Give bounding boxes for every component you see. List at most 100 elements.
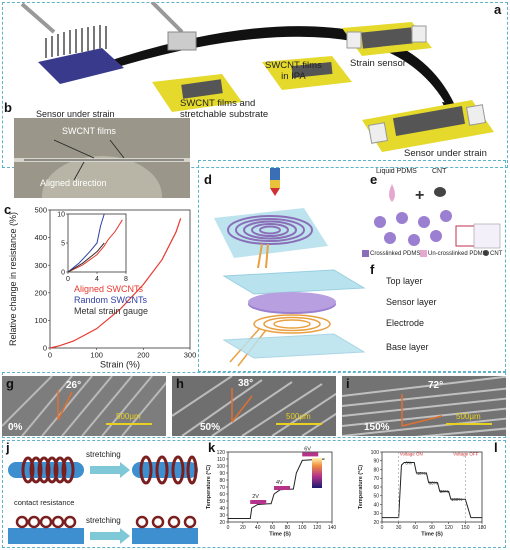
x-tick-label: 0 <box>48 351 52 360</box>
y-tick-label: 80 <box>219 478 225 484</box>
layer-sensor: Sensor layer <box>386 297 437 307</box>
y-tick-label: 30 <box>373 511 379 517</box>
heater-bar <box>302 452 319 457</box>
heater-bar <box>250 500 267 504</box>
panel-g-label: g <box>6 376 14 391</box>
legend-crosslinked-pdms: Crosslinked PDMS <box>370 251 421 257</box>
sem-image-g: g 26° 0% 500μm <box>2 376 166 436</box>
panel-b-aligned: Aligned direction <box>40 178 107 188</box>
annotation-label: 100% <box>451 497 463 502</box>
caption-strain-sensor: Strain sensor <box>350 58 406 69</box>
x-tick-label: 120 <box>313 525 322 531</box>
caption-films-substrate: SWCNT films and stretchable substrate <box>180 98 268 120</box>
y-axis-label: Temperature (°C) <box>206 465 212 509</box>
panel-j-contact: contact resistance <box>14 498 75 507</box>
panel-d-label: d <box>204 172 212 187</box>
layer-electrode: Electrode <box>386 318 425 328</box>
panel-d-illustration <box>214 168 328 268</box>
annotation-label: 80% <box>440 489 449 494</box>
series-line <box>67 242 105 273</box>
sem-h-fibers <box>172 376 336 436</box>
panel-j-stretch-bottom: stretching <box>86 516 121 525</box>
panel-e-liquid-pdms: Liquid PDMS <box>376 168 417 175</box>
panel-f-label: f <box>370 262 375 277</box>
chart-k: 0 20 40 60 80 100 120 1402030405060708090100110… <box>206 446 336 538</box>
panel-b-label: b <box>4 100 12 115</box>
x-tick-label: 100 <box>90 351 103 360</box>
y-tick-label: 50 <box>219 499 225 505</box>
y-tick-label: 100 <box>217 464 226 470</box>
plot-frame <box>49 209 191 349</box>
x-tick-label: 4 <box>95 276 99 283</box>
y-tick-label: 0 <box>43 344 47 353</box>
sem-image-h: h 38° 50% 500μm <box>172 376 336 436</box>
annotation-label: 2V <box>252 494 259 500</box>
sem-g-angle: 26° <box>66 380 82 391</box>
sem-i-fibers <box>342 376 506 436</box>
y-tick-label: 20 <box>373 520 379 526</box>
y-tick-label: 110 <box>217 457 225 463</box>
panel-jkl-frame <box>2 440 506 548</box>
y-tick-label: 0 <box>61 269 65 276</box>
panel-f-illustration <box>222 269 366 367</box>
plot-frame <box>381 451 483 523</box>
x-tick-label: 0 <box>66 276 70 283</box>
x-tick-label: 20 <box>240 525 246 531</box>
sem-i-angle: 72° <box>428 380 444 391</box>
x-axis-label: Time (S) <box>269 532 291 538</box>
annotation-label: 40% <box>416 471 425 476</box>
panel-j-label: j <box>6 440 10 455</box>
x-tick-label: 90 <box>429 525 435 531</box>
sem-h-scale: 500μm <box>286 412 311 421</box>
panel-a-frame <box>2 2 508 168</box>
sem-i-scale: 500μm <box>456 412 481 421</box>
x-tick-label: 120 <box>444 525 453 531</box>
caption-films-ipa: SWCNT films in IPA <box>265 60 322 82</box>
caption-films-substrate-line2: stretchable substrate <box>180 109 269 120</box>
panel-h-label: h <box>176 376 184 391</box>
x-axis-label: Strain (%) <box>100 359 140 369</box>
legend-cnt: CNT <box>490 251 503 257</box>
legend-entry: Aligned SWCNTs <box>74 284 144 294</box>
y-tick-label: 60 <box>373 485 379 491</box>
annotation-label: 6V <box>304 446 311 452</box>
y-tick-label: 90 <box>219 471 225 477</box>
y-tick-label: 100 <box>34 316 47 325</box>
y-tick-label: 60 <box>219 492 225 498</box>
heater-bar <box>274 486 290 490</box>
caption-films-ipa-line2: in IPA <box>281 71 306 82</box>
x-tick-label: 60 <box>413 525 419 531</box>
sem-h-strain: 50% <box>200 422 221 433</box>
panel-b-films: SWCNT films <box>62 126 116 136</box>
panel-k-label: k <box>208 440 216 455</box>
sem-g-scale: 500μm <box>116 412 141 421</box>
panel-a-label: a <box>494 2 502 17</box>
x-tick-label: 80 <box>285 525 291 531</box>
y-tick-label: 40 <box>219 506 225 512</box>
annotation-label: Voltage OFF <box>453 452 479 457</box>
x-tick-label: 100 <box>298 525 307 531</box>
y-tick-label: 80 <box>373 467 379 473</box>
annotation-label: 0% <box>405 460 412 465</box>
y-tick-label: 20 <box>219 520 225 526</box>
caption-films-substrate-line1: SWCNT films and <box>180 98 256 109</box>
legend-uncrosslinked-pdms: Un-crosslinked PDMS <box>428 251 487 257</box>
panel-l-label: l <box>494 440 498 455</box>
x-tick-label: 180 <box>478 525 487 531</box>
colorbar <box>312 458 322 488</box>
y-tick-label: 120 <box>217 450 226 456</box>
y-tick-label: 500 <box>34 206 47 215</box>
legend-entry: Random SWCNTs <box>74 295 148 305</box>
y-tick-label: 90 <box>373 459 379 465</box>
y-tick-label: 400 <box>34 233 47 242</box>
x-tick-label: 40 <box>255 525 261 531</box>
annotation-label: 60% <box>429 480 438 485</box>
y-axis-label: Temperature (°C) <box>358 465 364 509</box>
sem-g-strain: 0% <box>8 422 23 433</box>
panel-e-label: e <box>370 172 378 187</box>
panel-e-illustration: + <box>362 184 501 257</box>
x-tick-label: 0 <box>227 525 230 531</box>
legend-entry: Metal strain gauge <box>74 306 148 316</box>
y-tick-label: 70 <box>219 485 225 491</box>
layer-top: Top layer <box>386 276 423 286</box>
